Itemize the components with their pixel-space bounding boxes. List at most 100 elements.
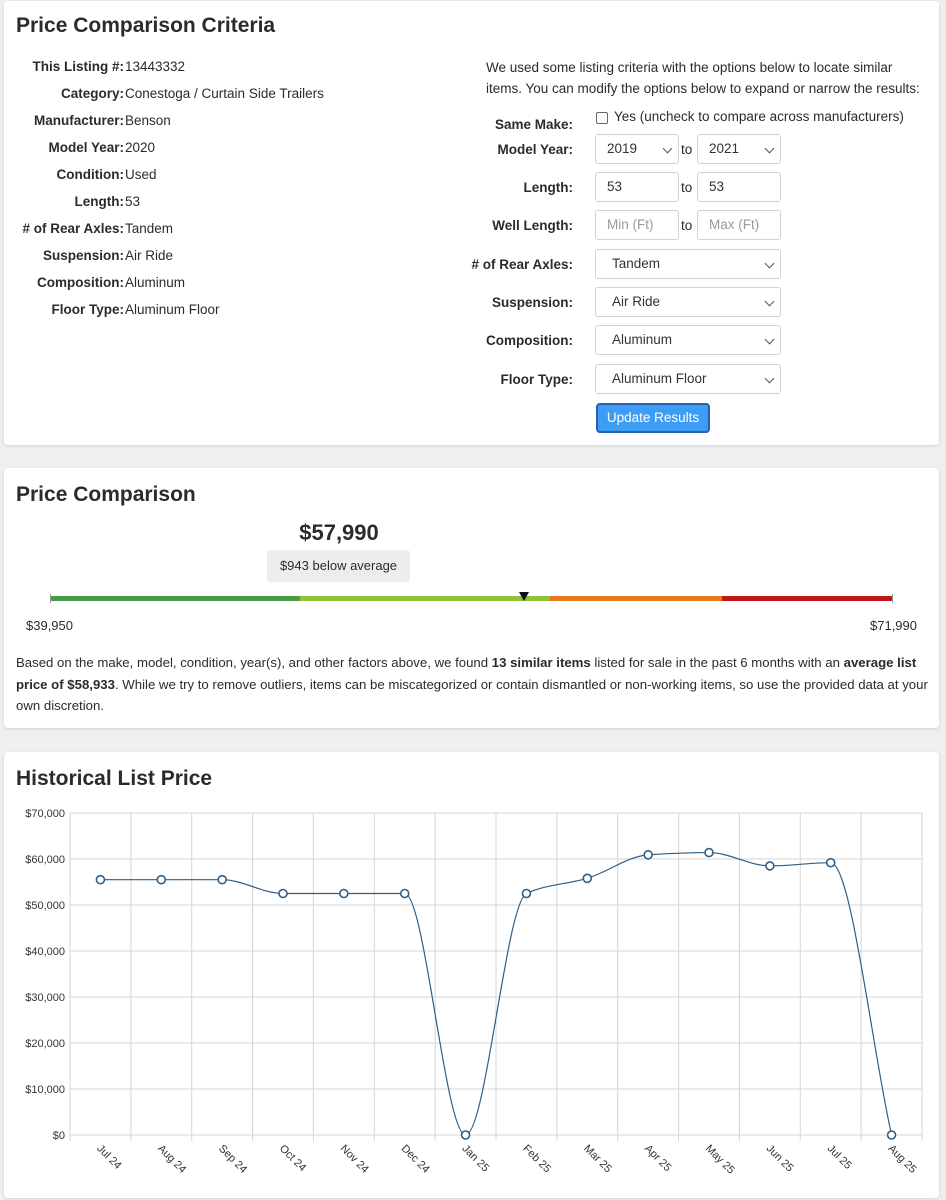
x-tick-label: Feb 25 bbox=[520, 1143, 553, 1176]
well-length-max-input[interactable]: Max (Ft) bbox=[697, 210, 781, 240]
listing-price: $57,990 bbox=[299, 520, 379, 545]
price-bar-orange bbox=[550, 596, 722, 601]
detail-row: Condition: Used bbox=[4, 165, 484, 185]
well-length-min-input[interactable]: Min (Ft) bbox=[595, 210, 679, 240]
price-range-min: $39,950 bbox=[26, 618, 73, 633]
chevron-down-icon bbox=[764, 258, 775, 269]
model-year-to-value: 2021 bbox=[709, 141, 740, 156]
detail-value: Used bbox=[125, 167, 157, 182]
model-year-from-value: 2019 bbox=[607, 141, 638, 156]
length-label: Length: bbox=[523, 180, 574, 195]
model-year-row: Model Year: 2019 to 2021 bbox=[486, 134, 926, 166]
axles-label: # of Rear Axles: bbox=[471, 257, 573, 272]
same-make-row: Same Make: Yes (uncheck to compare acros… bbox=[486, 109, 926, 141]
x-tick-label: Jul 25 bbox=[825, 1143, 854, 1172]
same-make-label: Same Make: bbox=[494, 117, 573, 132]
data-point bbox=[156, 874, 167, 885]
detail-value: 13443332 bbox=[125, 59, 186, 74]
similar-items-count: 13 similar items bbox=[491, 655, 591, 670]
price-range-max: $71,990 bbox=[870, 618, 917, 633]
data-point bbox=[765, 861, 775, 871]
model-year-to-select[interactable]: 2021 bbox=[697, 134, 781, 164]
detail-value: Aluminum Floor bbox=[125, 302, 220, 317]
model-year-from-select[interactable]: 2019 bbox=[595, 134, 679, 164]
description-text: Based on the make, model, condition, yea… bbox=[16, 655, 492, 670]
detail-value: Benson bbox=[125, 113, 171, 128]
y-tick-label: $40,000 bbox=[25, 946, 65, 958]
historical-price-chart: $0 $10,000 $20,000 $30,000 $40,000 $50,000 $60… bbox=[25, 808, 923, 1177]
composition-select[interactable]: Aluminum bbox=[595, 325, 781, 355]
detail-label: Category: bbox=[60, 86, 124, 101]
comparison-description: Based on the make, model, condition, yea… bbox=[16, 652, 928, 717]
well-length-label: Well Length: bbox=[492, 218, 573, 233]
description-text: listed for sale in the past 6 months wit… bbox=[590, 655, 844, 670]
x-tick-label: Nov 24 bbox=[338, 1143, 371, 1176]
price-comparison-title: Price Comparison bbox=[16, 483, 196, 506]
y-tick-label: $70,000 bbox=[25, 808, 65, 820]
detail-label: Composition: bbox=[37, 275, 124, 290]
composition-label: Composition: bbox=[486, 333, 573, 348]
x-tick-label: Sep 24 bbox=[216, 1143, 249, 1176]
data-point bbox=[886, 1130, 897, 1140]
detail-label: Length: bbox=[74, 194, 125, 209]
well-length-row: Well Length: Min (Ft) to Max (Ft) bbox=[486, 210, 926, 242]
floor-type-select[interactable]: Aluminum Floor bbox=[595, 364, 781, 394]
data-point bbox=[339, 888, 349, 899]
x-tick-label: Jan 25 bbox=[459, 1143, 491, 1175]
detail-label: Suspension: bbox=[42, 248, 124, 263]
chevron-down-icon bbox=[764, 143, 775, 154]
detail-value: Conestoga / Curtain Side Trailers bbox=[125, 86, 324, 101]
detail-row: Category: Conestoga / Curtain Side Traile… bbox=[4, 84, 484, 104]
criteria-title: Price Comparison Criteria bbox=[16, 14, 276, 37]
price-difference-badge: $943 below average bbox=[267, 550, 410, 582]
model-year-label: Model Year: bbox=[497, 142, 573, 157]
data-point bbox=[643, 850, 653, 860]
floor-type-row: Floor Type: Aluminum Floor bbox=[486, 364, 926, 396]
data-point bbox=[825, 857, 836, 868]
suspension-select[interactable]: Air Ride bbox=[595, 287, 781, 317]
y-tick-label: $0 bbox=[53, 1130, 65, 1142]
same-make-checkbox[interactable] bbox=[596, 112, 608, 124]
y-tick-label: $20,000 bbox=[25, 1038, 65, 1050]
length-from-value: 53 bbox=[607, 179, 623, 194]
detail-label: Manufacturer: bbox=[33, 113, 124, 128]
data-point bbox=[399, 888, 410, 899]
suspension-value: Air Ride bbox=[612, 294, 661, 309]
y-tick-label: $30,000 bbox=[25, 992, 65, 1004]
detail-row: Composition: Aluminum bbox=[4, 273, 484, 293]
data-point bbox=[278, 888, 288, 899]
data-point bbox=[521, 888, 532, 899]
y-tick-label: $60,000 bbox=[25, 854, 65, 866]
detail-row: Floor Type: Aluminum Floor bbox=[4, 300, 484, 320]
length-from-input[interactable]: 53 bbox=[595, 172, 679, 202]
x-tick-label: Jul 24 bbox=[94, 1143, 123, 1172]
suspension-row: Suspension: Air Ride bbox=[486, 287, 926, 319]
detail-label: Condition: bbox=[56, 167, 124, 182]
detail-value: 53 bbox=[125, 194, 141, 209]
chevron-down-icon bbox=[764, 334, 775, 345]
composition-row: Composition: Aluminum bbox=[486, 325, 926, 357]
to-label: to bbox=[681, 218, 693, 233]
x-tick-label: Oct 24 bbox=[277, 1143, 308, 1174]
detail-row: Length: 53 bbox=[4, 192, 484, 212]
data-point bbox=[582, 873, 593, 884]
length-to-input[interactable]: 53 bbox=[697, 172, 781, 202]
data-point bbox=[95, 874, 106, 885]
price-comparison-card: Price Comparison $57,990 $943 below aver… bbox=[4, 468, 939, 728]
criteria-intro: We used some listing criteria with the o… bbox=[486, 60, 920, 96]
same-make-text: Yes (uncheck to compare across manufactu… bbox=[614, 109, 904, 124]
data-point bbox=[217, 874, 227, 885]
length-to-value: 53 bbox=[709, 179, 725, 194]
well-length-min-placeholder: Min (Ft) bbox=[607, 217, 654, 232]
detail-row: Manufacturer: Benson bbox=[4, 111, 484, 131]
floor-type-value: Aluminum Floor bbox=[612, 371, 707, 386]
x-tick-label: Apr 25 bbox=[642, 1143, 673, 1174]
criteria-card: Price Comparison Criteria This Listing #… bbox=[4, 1, 939, 445]
price-marker-icon bbox=[519, 592, 529, 601]
chevron-down-icon bbox=[662, 143, 673, 154]
detail-label: This Listing #: bbox=[32, 59, 124, 74]
axles-select[interactable]: Tandem bbox=[595, 249, 781, 279]
update-results-button[interactable]: Update Results bbox=[596, 403, 710, 433]
detail-row: Suspension: Air Ride bbox=[4, 246, 484, 266]
historical-price-title: Historical List Price bbox=[16, 767, 213, 790]
